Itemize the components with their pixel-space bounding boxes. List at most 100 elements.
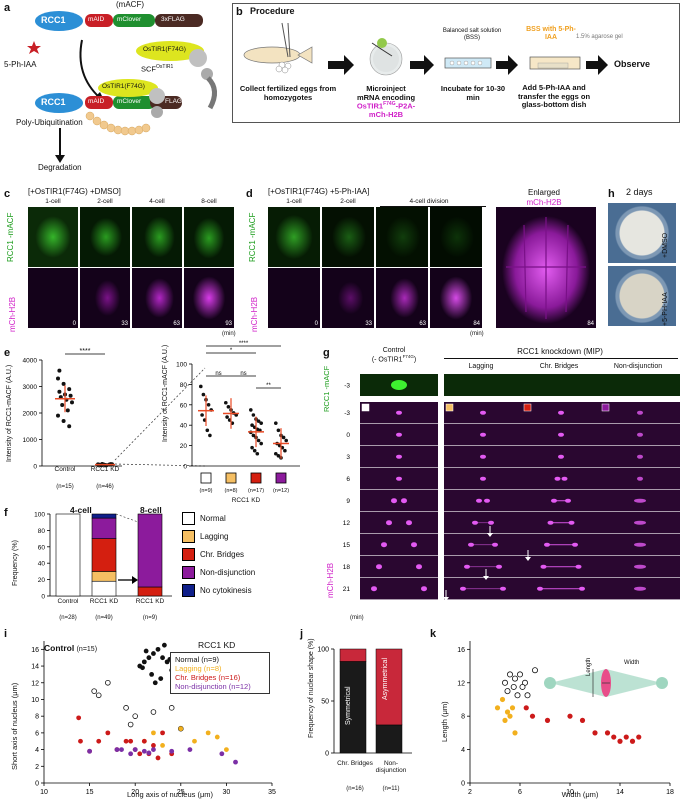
e-right-point	[200, 413, 204, 417]
k-point	[504, 709, 511, 715]
k-ytick-label: 12	[457, 680, 465, 687]
k-point	[509, 705, 516, 711]
e-left-tick-label: 3000	[23, 384, 38, 391]
i-point	[140, 665, 145, 671]
img-c-green-4	[184, 207, 234, 267]
e-left-tick-label: 0	[33, 464, 37, 471]
g-chromatin	[476, 498, 482, 503]
e-left-point	[68, 393, 73, 398]
i-xtick-label: 10	[40, 789, 48, 796]
label-h-ph: +5-PH-IAA	[662, 292, 669, 326]
g-kd-rule	[444, 358, 678, 359]
e-left-point	[56, 376, 60, 381]
f-tick-label: 40	[38, 561, 46, 568]
j-bar-seg	[375, 724, 403, 754]
e-left-point	[56, 413, 60, 418]
i-ytick-label: 0	[35, 781, 39, 788]
i-point	[78, 738, 83, 744]
ostir-label: OsTIR1(F74G)	[143, 46, 186, 53]
g-chromatin	[480, 432, 486, 437]
g-cell	[360, 512, 438, 534]
g-chromatin	[376, 564, 382, 570]
g-chromatin	[396, 454, 402, 459]
j-bar-seg	[339, 661, 367, 754]
img-c-green-1	[28, 207, 78, 267]
k-point	[629, 738, 636, 744]
bss-ph-label: BSS with 5-Ph-IAA	[526, 26, 576, 42]
i-point	[150, 709, 157, 715]
col-2cell: 2-cell	[97, 198, 113, 205]
i-ytick-label: 2	[35, 764, 39, 771]
step-add: Add 5-Ph-IAA and transfer the eggs on gl…	[517, 83, 591, 110]
k-point	[611, 734, 617, 740]
f-bar-seg	[91, 538, 117, 572]
panel-d-title: [+OsTIR1(F74G) +5-Ph-IAA]	[268, 187, 370, 196]
k-width-label: Width	[624, 660, 640, 666]
f-legend-item: Non-disjunction	[182, 566, 255, 579]
img-d-mag-4: 84	[430, 268, 482, 328]
g-cell	[360, 578, 438, 600]
i-point	[141, 748, 147, 754]
panel-letter-f: f	[4, 507, 8, 519]
polyub-label: Poly-Ubiquitination	[16, 118, 83, 127]
e-right-point	[256, 419, 261, 423]
k-xtick-label: 14	[616, 789, 624, 796]
row-rcc1-d: RCC1 -mACF	[248, 212, 257, 262]
k-point	[517, 671, 524, 678]
k-ytick-label: 16	[457, 647, 465, 654]
k-ytick-label: 0	[461, 781, 465, 788]
i-point	[123, 705, 129, 711]
e-right-point	[276, 454, 281, 458]
label-h-dmso: +DMSO	[662, 232, 669, 258]
panel-letter-c: c	[4, 188, 11, 200]
e-left-tick-label: 4000	[23, 358, 38, 365]
e-right-sig: ns	[215, 371, 221, 377]
col-d-2cell: 2-cell	[340, 198, 356, 205]
i-point	[95, 692, 102, 699]
chart-i: 10 15 20 25 30 35 0 2 4 6 8 10 12 14 16	[31, 641, 276, 796]
g-time-label: 18	[343, 564, 351, 571]
k-point	[617, 738, 623, 744]
img-d-green-2	[322, 207, 374, 267]
i-point	[161, 642, 167, 648]
col-d-1cell: 1-cell	[286, 198, 302, 205]
unit-c: (min)	[222, 331, 236, 337]
k-point	[567, 713, 573, 719]
j-cat-2: Non- disjunction	[375, 760, 407, 774]
k-point	[507, 713, 513, 719]
panel-letter-b: b	[236, 6, 243, 18]
g-col-marker	[601, 403, 610, 412]
g-chromatin	[637, 454, 643, 459]
j-bar-seg	[339, 648, 367, 662]
g-chromatin	[396, 432, 402, 437]
g-chromatin	[634, 542, 646, 547]
panel-a-diagram	[27, 11, 217, 163]
e-right-point	[201, 392, 206, 397]
e-left-tick-label: 1000	[23, 437, 38, 444]
i-point	[155, 755, 161, 761]
j-n-2: (n=11)	[382, 786, 400, 792]
panel-c-title: [+OsTIR1(F74G) +DMSO]	[28, 187, 121, 196]
step-incubate: Incubate for 10-30 min	[440, 84, 506, 102]
row-h2b-c: mCh-H2B	[8, 296, 17, 332]
k-pole	[544, 677, 556, 689]
f-zoom-line	[115, 513, 139, 523]
e-right-point	[283, 448, 287, 453]
j-asym: Asymmetrical	[382, 657, 389, 700]
g-chromatin	[401, 498, 407, 504]
i-point	[178, 726, 184, 732]
col-d-rule	[380, 206, 486, 207]
g-chromatin	[411, 542, 417, 548]
row-rcc1-c: RCC1 -mACF	[6, 212, 15, 262]
e-right-tick-label: 80	[180, 382, 188, 389]
i-legend-normal: Normal (n=9)	[175, 655, 219, 664]
i-point	[141, 659, 147, 665]
e-zoom-line	[114, 367, 206, 461]
i-legend-nondisj: Non-disjunction (n=12)	[175, 682, 251, 691]
i-point	[233, 759, 238, 765]
i-point	[87, 748, 92, 754]
j-ylabel: Frequency of nuclear shape (%)	[308, 638, 315, 738]
k-point	[504, 688, 511, 695]
f-tick-label: 80	[38, 528, 46, 535]
panel-letter-d: d	[246, 188, 253, 200]
